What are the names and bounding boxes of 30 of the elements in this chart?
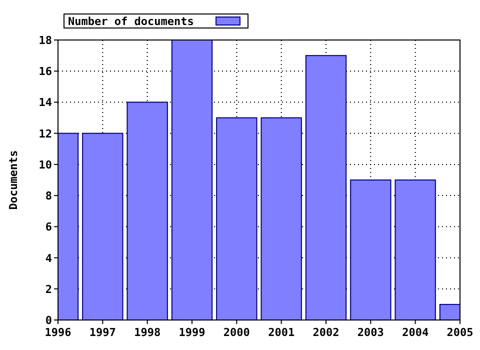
bar <box>126 102 168 320</box>
y-tick-label: 6 <box>45 220 52 234</box>
x-tick-label: 1997 <box>89 326 116 339</box>
y-tick-label: 18 <box>38 34 52 47</box>
y-tick-label: 8 <box>45 190 52 203</box>
x-tick-label: 2000 <box>223 326 250 339</box>
bar <box>216 117 258 320</box>
y-tick-label: 12 <box>38 127 52 140</box>
y-tick-label: 10 <box>38 158 52 172</box>
bar <box>171 40 213 320</box>
x-tick-label: 1999 <box>178 326 206 339</box>
x-tick-label: 2001 <box>268 326 295 339</box>
legend-label: Number of documents <box>68 15 194 28</box>
y-tick-label: 4 <box>45 252 52 265</box>
bar <box>305 55 347 320</box>
y-tick-label: 16 <box>38 65 52 78</box>
bar <box>350 180 392 320</box>
x-tick-label: 2003 <box>357 326 384 339</box>
x-tick-label: 2002 <box>312 326 340 339</box>
x-tick-label: 2005 <box>446 326 474 339</box>
x-tick-label: 1996 <box>44 326 72 339</box>
y-tick-label: 0 <box>45 314 52 327</box>
y-tick-label: 14 <box>38 96 52 110</box>
bar <box>82 132 124 320</box>
y-axis-title: Documents <box>7 150 20 210</box>
x-tick-label: 1998 <box>134 326 161 339</box>
bar <box>260 117 302 320</box>
x-tick-label: 2004 <box>402 326 429 339</box>
y-tick-label: 2 <box>45 282 52 296</box>
bar <box>394 180 436 320</box>
